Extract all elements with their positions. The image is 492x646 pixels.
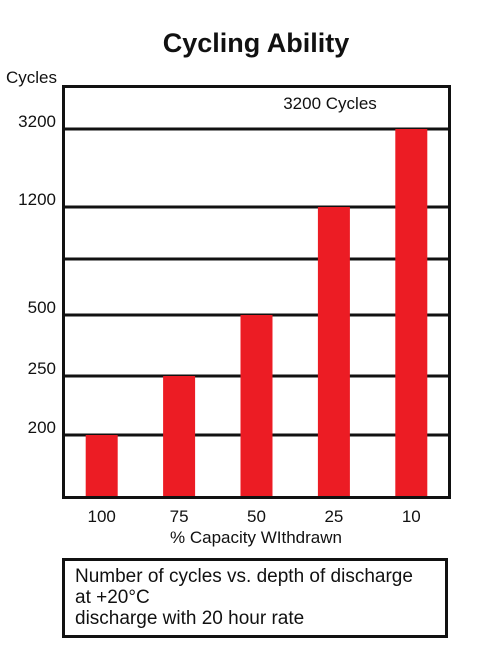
x-tick-label-25: 25 (324, 507, 343, 526)
chart-title: Cycling Ability (163, 28, 350, 58)
bar-75 (163, 376, 196, 497)
caption-line-2: at +20°C (75, 587, 150, 608)
y-tick-label-200: 200 (28, 418, 56, 437)
y-axis-label: Cycles (6, 68, 57, 87)
y-tick-label-1200: 1200 (18, 190, 56, 209)
bar-100 (85, 435, 118, 497)
annotation-3200-cycles: 3200 Cycles (283, 94, 377, 113)
y-tick-labels: 200 250 500 1200 3200 (18, 112, 56, 437)
bar-10 (395, 129, 428, 497)
bar-25 (317, 207, 350, 497)
bar-50 (240, 315, 273, 497)
x-tick-label-50: 50 (247, 507, 266, 526)
caption-box: Number of cycles vs. depth of discharge … (62, 558, 448, 638)
x-tick-label-100: 100 (88, 507, 116, 526)
caption-line-1: Number of cycles vs. depth of discharge (75, 566, 413, 587)
y-tick-label-250: 250 (28, 359, 56, 378)
x-tick-label-75: 75 (170, 507, 189, 526)
plot-frame (62, 85, 451, 499)
y-tick-label-3200: 3200 (18, 112, 56, 131)
x-axis-label: % Capacity WIthdrawn (170, 528, 342, 547)
x-tick-label-10: 10 (402, 507, 421, 526)
caption-line-3: discharge with 20 hour rate (75, 608, 305, 629)
x-tick-labels: 100 75 50 25 10 (88, 507, 421, 526)
bars (85, 129, 428, 497)
y-tick-label-500: 500 (28, 298, 56, 317)
